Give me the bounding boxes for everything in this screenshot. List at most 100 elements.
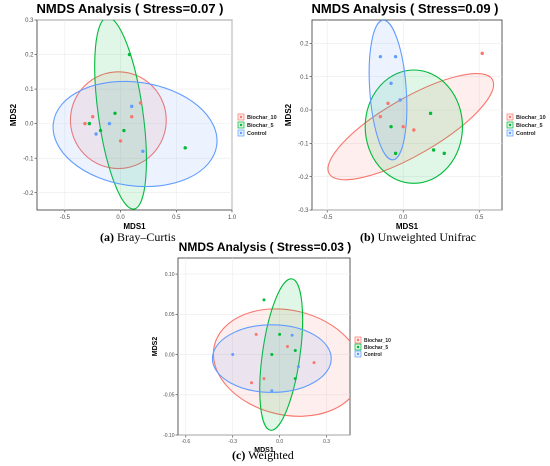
y-tick-label: 0.2 [300, 41, 309, 47]
legend: Biochar_10 Biochar_5 Control [506, 113, 546, 137]
y-tick-label: 0.0 [300, 108, 309, 114]
confidence-ellipse-biochar-5 [364, 69, 464, 184]
caption-letter: (a) [100, 230, 114, 244]
caption-text: Unweighted Unifrac [374, 230, 476, 244]
data-point-control [94, 132, 98, 136]
legend-label: Biochar_5 [364, 345, 388, 351]
data-point-biochar-10 [386, 101, 390, 106]
y-tick-label: 0.1 [300, 75, 309, 81]
y-tick-label: 0.05 [165, 312, 175, 318]
y-axis-label: MDS2 [284, 103, 293, 126]
confidence-ellipse-biochar-10 [69, 71, 167, 170]
data-point-biochar-5 [293, 377, 297, 381]
legend-marker [508, 131, 512, 135]
ellipse-layer [327, 20, 495, 184]
x-tick-label: -0.3 [228, 439, 237, 445]
legend-marker [239, 123, 243, 127]
data-point-biochar-10 [138, 101, 143, 105]
y-tick-label: 0.10 [165, 272, 175, 278]
y-tick-label: 0.2 [25, 53, 34, 59]
x-axis-label: MDS1 [396, 222, 419, 231]
data-point-biochar-5 [122, 128, 126, 133]
legend-marker [356, 352, 360, 356]
legend-label: Biochar_5 [516, 123, 543, 129]
legend-label: Control [516, 131, 536, 137]
data-point-biochar-10 [480, 51, 484, 56]
legend-label: Biochar_5 [247, 123, 274, 129]
legend-label: Control [247, 131, 267, 137]
data-point-biochar-10 [412, 128, 416, 132]
data-point-control [107, 121, 112, 126]
data-point-control [270, 389, 274, 393]
caption-text: Bray–Curtis [114, 230, 176, 244]
legend-marker [239, 115, 243, 119]
data-point-biochar-10 [118, 139, 123, 143]
data-point-control [398, 98, 402, 102]
data-point-biochar-5 [393, 151, 398, 156]
legend-label: Control [364, 352, 382, 358]
y-tick-label: -0.3 [298, 208, 309, 214]
confidence-ellipse-biochar-10 [327, 72, 495, 181]
data-point-control [389, 81, 393, 86]
caption-b: (b) Unweighted Unifrac [360, 230, 476, 245]
nmds-chart-bray-curtis: NMDS Analysis ( Stress=0.07 ) -0.5 0.0 0.5 1… [9, 1, 277, 231]
y-tick-label: -0.05 [163, 393, 175, 399]
legend-label: Biochar_10 [516, 115, 546, 121]
data-point-biochar-10 [130, 115, 134, 119]
x-tick-label: 0.0 [276, 439, 283, 445]
y-tick-label: -0.10 [163, 433, 175, 439]
y-axis-label: MDS2 [9, 103, 18, 126]
data-point-biochar-5 [87, 121, 92, 126]
data-point-biochar-5 [262, 298, 266, 302]
data-point-biochar-5 [431, 148, 436, 152]
data-point-biochar-5 [278, 332, 282, 336]
data-point-biochar-5 [98, 128, 103, 133]
y-tick-label: -0.1 [23, 156, 34, 162]
data-point-biochar-5 [113, 111, 117, 115]
legend: Biochar_10 Biochar_5 Control [237, 113, 277, 137]
x-tick-label: 1.0 [228, 215, 237, 221]
data-point-biochar-5 [293, 349, 297, 353]
chart-title: NMDS Analysis ( Stress=0.09 ) [311, 1, 498, 16]
y-tick-label: 0.1 [25, 87, 34, 93]
legend-marker [508, 115, 512, 119]
legend-marker [508, 123, 512, 127]
chart-title: NMDS Analysis ( Stress=0.07 ) [36, 1, 223, 16]
y-tick-label: 0.3 [25, 18, 34, 24]
data-point-biochar-10 [378, 114, 383, 119]
x-tick-label: 0.5 [172, 215, 181, 221]
y-tick-label: -0.2 [23, 191, 34, 197]
caption-letter: (c) [232, 448, 246, 462]
confidence-ellipse-biochar-10 [212, 308, 350, 417]
data-point-biochar-10 [262, 377, 266, 381]
legend-label: Biochar_10 [247, 115, 277, 121]
x-tick-label: -0.6 [182, 439, 191, 445]
nmds-chart-weighted: NMDS Analysis ( Stress=0.03 ) -0.6 -0.3 0.0… [152, 240, 391, 454]
data-point-biochar-10 [249, 381, 253, 385]
caption-a: (a) Bray–Curtis [100, 230, 176, 245]
data-point-biochar-5 [127, 52, 132, 57]
x-tick-label: -0.5 [322, 215, 333, 221]
x-axis-label: MDS1 [254, 447, 274, 454]
data-point-biochar-10 [83, 121, 87, 126]
confidence-ellipse-control [368, 20, 408, 161]
data-point-biochar-5 [183, 146, 187, 150]
x-tick-label: 0.5 [475, 215, 484, 221]
confidence-ellipse-control [52, 80, 218, 188]
data-point-biochar-10 [401, 124, 405, 129]
x-axis-label: MDS1 [123, 222, 146, 231]
ellipse-layer [211, 278, 350, 431]
data-point-biochar-10 [254, 332, 258, 336]
plot-panel [177, 257, 351, 436]
caption-text: Weighted [245, 448, 294, 462]
plot-panel [36, 19, 233, 211]
x-tick-label: -0.5 [60, 215, 71, 221]
chart-title: NMDS Analysis ( Stress=0.03 ) [179, 240, 352, 254]
data-point-biochar-10 [91, 115, 95, 119]
x-tick-label: 0.3 [323, 439, 330, 445]
confidence-ellipse-control [211, 324, 332, 393]
ellipse-layer [52, 20, 218, 210]
data-point-control [130, 104, 134, 109]
data-point-biochar-5 [389, 124, 393, 129]
